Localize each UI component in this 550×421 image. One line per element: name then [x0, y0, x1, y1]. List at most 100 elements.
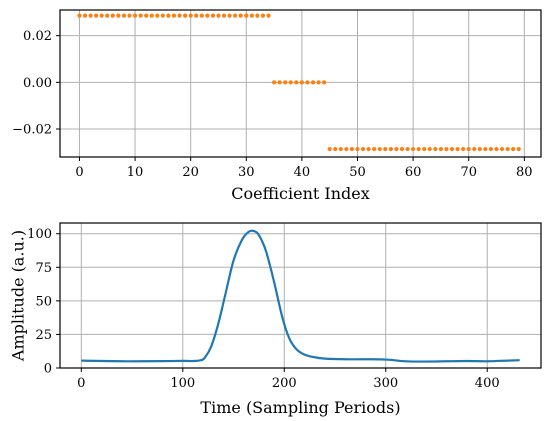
axes-frame: [59, 9, 542, 158]
coefficient-point: [355, 146, 360, 152]
coefficient-point: [227, 13, 232, 18]
x-tick-label: 60: [405, 165, 422, 180]
y-tick-label: −0.02: [12, 123, 52, 138]
coefficient-point: [444, 146, 449, 152]
coefficient-point: [505, 146, 510, 152]
coefficient-point: [394, 146, 399, 152]
coefficient-point: [377, 146, 382, 152]
coefficient-point: [477, 146, 482, 152]
axes-frame: [59, 222, 542, 369]
coefficient-point: [366, 146, 371, 152]
coefficient-point: [310, 80, 316, 85]
x-tick-label: 300: [373, 376, 398, 391]
coefficient-point: [316, 80, 321, 85]
coefficient-point: [144, 13, 149, 18]
coefficient-point: [466, 146, 471, 152]
coefficient-point: [266, 13, 271, 18]
y-tick-label: 0.02: [23, 29, 52, 44]
coefficient-point: [271, 80, 277, 85]
x-tick-label: 100: [170, 376, 195, 391]
coefficient-point: [483, 146, 488, 152]
coefficient-point: [449, 146, 455, 152]
coefficient-point: [427, 146, 432, 152]
coefficient-point: [205, 13, 210, 18]
coefficient-point: [288, 80, 293, 85]
y-tick-label: 75: [35, 261, 52, 276]
x-tick-label: 40: [294, 165, 311, 180]
coefficient-point: [210, 13, 216, 18]
coefficient-point: [194, 13, 199, 18]
coefficient-point: [188, 13, 193, 18]
coefficient-point: [77, 13, 82, 18]
y-tick-label: 50: [35, 294, 52, 309]
coefficient-point: [305, 80, 310, 85]
amplitude-line: [81, 229, 520, 363]
coefficient-point: [461, 146, 466, 152]
coefficient-point: [516, 146, 521, 152]
x-tick-label: 50: [349, 165, 366, 180]
coefficient-point: [383, 146, 388, 152]
y-tick-label: 100: [27, 227, 52, 242]
coefficient-point: [299, 80, 304, 85]
coefficient-point: [322, 80, 327, 85]
x-tick-label: 20: [182, 165, 199, 180]
y-axis-label: Amplitude (a.u.): [9, 230, 28, 362]
coefficient-point: [99, 13, 104, 18]
coefficient-point: [327, 146, 332, 152]
coefficient-point: [294, 80, 299, 85]
coefficient-point: [488, 146, 494, 152]
coefficient-point: [260, 13, 266, 18]
x-tick-label: 0: [77, 376, 85, 391]
coefficient-point: [372, 146, 377, 152]
coefficient-point: [177, 13, 182, 18]
coefficient-point: [283, 80, 288, 85]
coefficient-point: [277, 80, 282, 85]
coefficient-point: [249, 13, 254, 18]
coefficient-point: [511, 146, 516, 152]
coefficient-point: [94, 13, 99, 18]
coefficient-point: [349, 146, 355, 152]
signal-plot: 0 100 200 300 400 0 25 50 75 100 Time (Sampling Pe…: [9, 222, 542, 417]
x-tick-label: 70: [460, 165, 477, 180]
coefficient-point: [121, 13, 127, 18]
y-tick-label: 0: [44, 362, 52, 377]
x-tick-label: 10: [127, 165, 144, 180]
coefficient-point: [149, 13, 154, 18]
coefficient-point: [116, 13, 121, 18]
coefficient-point: [399, 146, 405, 152]
x-tick-label: 200: [272, 376, 297, 391]
coefficient-point: [499, 146, 505, 152]
y-tick-label: 25: [35, 328, 52, 343]
coefficient-point: [221, 13, 227, 18]
coefficient-point: [333, 146, 338, 152]
coefficient-point: [255, 13, 260, 18]
x-tick-label: 80: [516, 165, 533, 180]
coefficient-point: [472, 146, 477, 152]
coefficient-point: [416, 146, 421, 152]
coefficient-point: [88, 13, 93, 18]
coefficient-point: [199, 13, 204, 18]
coefficient-plot: 0 10 20 30 40 50 60 70 80 0.02 0.00 −0.02 Coefficien…: [12, 9, 542, 203]
coefficient-point: [171, 13, 177, 18]
coefficient-point: [183, 13, 188, 18]
x-axis-label: Coefficient Index: [231, 184, 370, 203]
coefficient-point: [233, 13, 238, 18]
coefficient-point: [155, 13, 160, 18]
coefficient-point: [494, 146, 499, 152]
x-tick-label: 0: [75, 165, 83, 180]
coefficient-point: [166, 13, 171, 18]
coefficient-point: [433, 146, 438, 152]
coefficient-point: [438, 146, 444, 152]
coefficient-point: [110, 13, 115, 18]
coefficient-point: [422, 146, 427, 152]
coefficient-point: [238, 13, 243, 18]
coefficient-point: [360, 146, 366, 152]
coefficient-point: [132, 13, 138, 18]
coefficient-point: [244, 13, 249, 18]
x-tick-label: 30: [238, 165, 255, 180]
coefficient-point: [411, 146, 416, 152]
x-axis-label: Time (Sampling Periods): [200, 398, 400, 417]
coefficient-point: [344, 146, 349, 152]
coefficient-point: [216, 13, 221, 18]
